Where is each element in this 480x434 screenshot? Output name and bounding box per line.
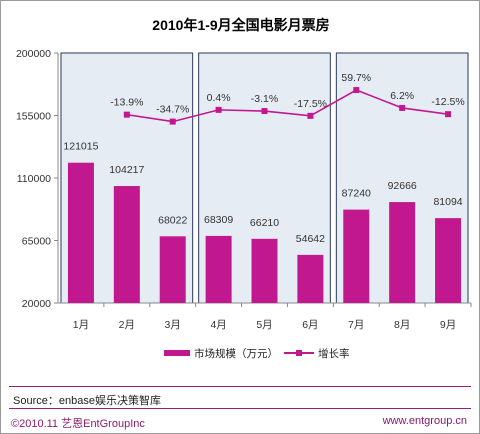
growth-point xyxy=(123,111,130,118)
bar-3 xyxy=(159,236,186,303)
growth-point xyxy=(353,87,360,94)
bar-value-label: 121015 xyxy=(63,141,98,153)
x-axis: 1月 2月 3月 4月 5月 6月 7月 8月 9月 xyxy=(73,303,472,331)
x-tick-label: 1月 xyxy=(73,319,89,331)
bar-7 xyxy=(343,209,370,303)
x-tick-label: 4月 xyxy=(210,319,226,331)
bar-value-label: 87240 xyxy=(342,188,371,200)
bar-series: 121015 104217 68022 68309 66210 54642 87240 926… xyxy=(63,141,463,303)
bar-9 xyxy=(435,218,462,303)
y-tick-label: 110000 xyxy=(17,173,51,185)
x-tick-label: 3月 xyxy=(165,319,181,331)
legend-marker-line xyxy=(296,350,302,356)
bar-value-label: 81094 xyxy=(433,196,462,208)
bar-2 xyxy=(113,186,140,303)
growth-value-label: -3.1% xyxy=(251,93,278,105)
growth-value-label: 6.2% xyxy=(390,90,414,102)
bar-value-label: 104217 xyxy=(109,164,144,176)
growth-value-label: -34.7% xyxy=(156,104,189,116)
copyright-text: ©2010.11 艺恩EntGroupInc xyxy=(11,418,145,430)
y-axis: 200000 155000 110000 65000 20000 xyxy=(16,48,58,310)
y-tick-label: 20000 xyxy=(22,298,51,310)
website-link[interactable]: www.entgroup.cn xyxy=(382,415,467,427)
bar-value-label: 92666 xyxy=(388,180,417,192)
bar-value-label: 54642 xyxy=(296,233,325,245)
legend-label-bar: 市场规模（万元） xyxy=(194,347,278,360)
growth-value-label: -12.5% xyxy=(431,96,464,108)
growth-point xyxy=(261,108,268,115)
bar-8 xyxy=(389,202,416,303)
y-tick-label: 65000 xyxy=(22,236,51,248)
growth-line xyxy=(126,89,449,123)
growth-point xyxy=(169,118,176,125)
bar-value-label: 68309 xyxy=(204,214,233,226)
source-text: Source：enbase娱乐决策智库 xyxy=(13,395,161,407)
growth-value-label: 0.4% xyxy=(207,92,231,104)
bar-1 xyxy=(67,162,94,303)
y-tick-label: 200000 xyxy=(16,48,51,60)
x-tick-label: 8月 xyxy=(394,319,410,331)
bar-value-label: 66210 xyxy=(250,217,279,229)
growth-value-label: -17.5% xyxy=(294,98,327,110)
footer-divider-bottom xyxy=(9,408,471,409)
bar-value-label: 68022 xyxy=(158,214,187,226)
growth-point xyxy=(307,112,314,119)
footer-divider-top xyxy=(9,386,471,387)
growth-point xyxy=(215,106,222,113)
growth-point xyxy=(399,104,406,111)
growth-point xyxy=(445,111,452,118)
x-tick-label: 7月 xyxy=(348,319,364,331)
bar-4 xyxy=(205,235,232,303)
legend-label-line: 增长率 xyxy=(318,347,350,360)
y-tick-label: 155000 xyxy=(16,111,51,123)
bar-6 xyxy=(297,254,324,303)
growth-value-label: 59.7% xyxy=(341,72,371,84)
x-tick-label: 6月 xyxy=(302,319,318,331)
growth-line-series: -13.9% -34.7% 0.4% -3.1% -17.5% 59.7% 6.2% -12.… xyxy=(110,72,465,125)
legend: 市场规模（万元） 增长率 xyxy=(164,347,350,360)
x-tick-label: 5月 xyxy=(256,319,272,331)
bar-5 xyxy=(251,238,278,303)
growth-value-label: -13.9% xyxy=(110,97,143,109)
chart-title: 2010年1-9月全国电影月票房 xyxy=(152,17,329,33)
legend-swatch-bar xyxy=(164,350,190,356)
x-tick-label: 9月 xyxy=(440,319,456,331)
chart-svg: 2010年1-9月全国电影月票房 121015 104217 68022 68309 6… xyxy=(16,17,472,360)
x-tick-label: 2月 xyxy=(119,319,135,331)
